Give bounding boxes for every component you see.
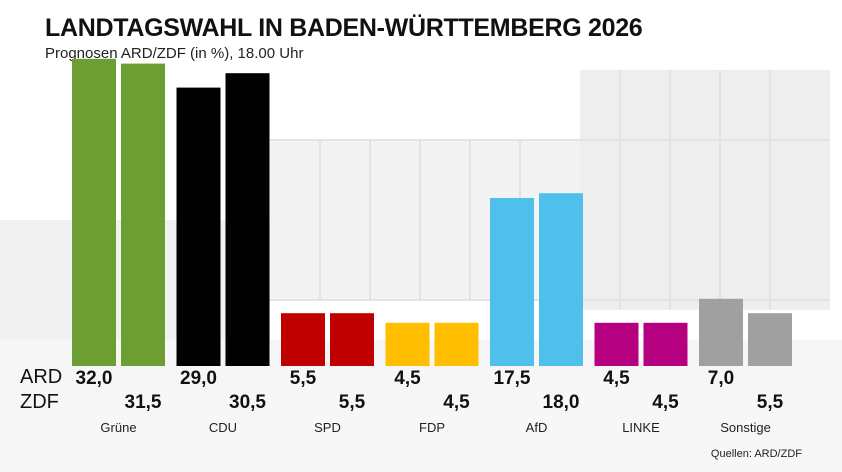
bar-zdf-0 xyxy=(121,63,165,366)
value-label-ard-4: 17,5 xyxy=(494,368,531,389)
value-label-zdf-1: 30,5 xyxy=(229,392,266,413)
value-label-ard-3: 4,5 xyxy=(394,368,421,389)
category-label-3: FDP xyxy=(419,420,445,435)
chart-title: LANDTAGSWAHL IN BADEN-WÜRTTEMBERG 2026 xyxy=(45,14,643,42)
bar-zdf-3 xyxy=(434,322,479,366)
category-label-0: Grüne xyxy=(100,420,136,435)
bar-zdf-6 xyxy=(748,313,792,366)
category-label-1: CDU xyxy=(209,420,237,435)
bar-ard-5 xyxy=(594,322,639,366)
bar-ard-2 xyxy=(281,313,325,366)
value-label-zdf-3: 4,5 xyxy=(443,392,470,413)
value-label-ard-6: 7,0 xyxy=(708,368,734,389)
category-label-5: LINKE xyxy=(622,420,660,435)
bar-ard-3 xyxy=(385,322,430,366)
value-label-zdf-6: 5,5 xyxy=(757,392,784,413)
value-label-ard-1: 29,0 xyxy=(180,368,217,389)
value-label-zdf-4: 18,0 xyxy=(543,392,580,413)
value-label-ard-2: 5,5 xyxy=(290,368,317,389)
bar-zdf-5 xyxy=(643,322,688,366)
value-label-ard-0: 32,0 xyxy=(76,368,113,389)
chart-subtitle: Prognosen ARD/ZDF (in %), 18.00 Uhr xyxy=(45,45,304,62)
bar-ard-4 xyxy=(490,198,534,366)
category-label-4: AfD xyxy=(526,420,548,435)
bar-zdf-4 xyxy=(539,193,583,366)
bar-ard-1 xyxy=(176,87,221,366)
bar-ard-6 xyxy=(699,298,743,366)
legend-zdf-label: ZDF xyxy=(20,391,59,413)
legend-ard-label: ARD xyxy=(20,366,63,388)
category-label-2: SPD xyxy=(314,420,341,435)
bar-zdf-1 xyxy=(225,73,270,366)
value-label-zdf-0: 31,5 xyxy=(125,392,162,413)
source-note: Quellen: ARD/ZDF xyxy=(710,448,802,460)
value-label-zdf-5: 4,5 xyxy=(652,392,679,413)
bar-ard-0 xyxy=(72,58,116,367)
value-label-zdf-2: 5,5 xyxy=(339,392,366,413)
bar-zdf-2 xyxy=(330,313,374,366)
value-label-ard-5: 4,5 xyxy=(603,368,630,389)
category-label-6: Sonstige xyxy=(720,420,771,435)
